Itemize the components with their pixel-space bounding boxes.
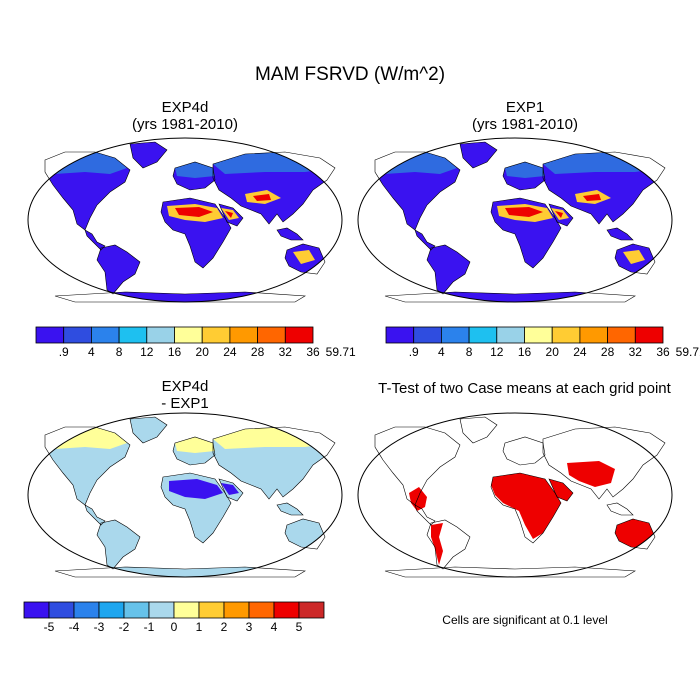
panel-title-line1: EXP4d [161,378,209,395]
colorbar-label: .9 [59,345,69,359]
colorbar-box [468,326,498,344]
colorbar-box [198,601,225,619]
colorbar-label: 16 [518,345,532,359]
colorbar-box [298,601,325,619]
colorbar-label: 32 [629,345,643,359]
colorbar-exp1: .9 4 8 12 16 20 24 28 32 36 59.71 [385,326,700,359]
map-border [357,137,673,303]
colorbar-box [273,601,300,619]
colorbar-label: -3 [94,620,105,634]
colorbar-label: .9 [409,345,419,359]
colorbar-label: 59.71 [326,345,356,359]
colorbar-box [496,326,525,344]
colorbar-label: 4 [271,620,278,634]
panel-title-ttest: T-Test of two Case means at each grid po… [352,380,697,397]
colorbar-label: 12 [490,345,504,359]
colorbar-label: 20 [196,345,210,359]
panel-title-line1: EXP1 [505,99,545,116]
colorbar-box [174,326,203,344]
panel-title-line2: (yrs 1981-2010) [132,116,238,133]
panel-title-line1: EXP4d [161,99,209,116]
colorbar-box [440,326,470,344]
colorbar-label: 24 [223,345,237,359]
colorbar-box [229,326,258,344]
colorbar-box [23,601,50,619]
colorbar-box [146,326,175,344]
map-border [27,137,343,303]
colorbar-box [73,601,100,619]
colorbar-box [413,326,442,344]
colorbar-label: -4 [69,620,80,634]
colorbar-label: 36 [306,345,320,359]
colorbar-box [551,326,581,344]
map-significant-cells [409,461,655,565]
colorbar-label: 59.71 [676,345,700,359]
colorbar-label: -5 [44,620,55,634]
colorbar-box [98,601,125,619]
colorbar-label: 3 [246,620,253,634]
colorbar-box [173,601,200,619]
map-exp1 [357,137,673,303]
panel-title-exp4d: EXP4d (yrs 1981-2010) [60,99,310,133]
colorbar-label: 8 [116,345,123,359]
map-border [27,412,343,578]
colorbar-label: 12 [140,345,154,359]
colorbar-label: 1 [196,620,203,634]
panel-title-diff: EXP4d - EXP1 [60,378,310,412]
colorbar-box [284,326,314,344]
map-ttest [357,412,673,578]
colorbar-box [607,326,636,344]
colorbar-label: 2 [221,620,228,634]
colorbar-exp4d: .9 4 8 12 16 20 24 28 32 36 59.71 [35,326,356,359]
colorbar-label: 28 [251,345,265,359]
colorbar-box [524,326,553,344]
colorbar-box [385,326,415,344]
colorbar-label: -2 [119,620,130,634]
colorbar-difference: -5 -4 -3 -2 -1 0 1 2 3 4 5 [23,601,325,634]
colorbar-box [634,326,664,344]
colorbar-box [257,326,286,344]
colorbar-box [123,601,150,619]
map-border [357,412,673,578]
colorbar-label: 4 [88,345,95,359]
colorbar-label: 5 [296,620,303,634]
colorbar-label: 16 [168,345,182,359]
panel-title-line2: (yrs 1981-2010) [472,116,578,133]
colorbar-box [579,326,609,344]
colorbar-label: 20 [546,345,560,359]
colorbar-label: -1 [144,620,155,634]
colorbar-box [223,601,250,619]
panel-title-exp1: EXP1 (yrs 1981-2010) [400,99,650,133]
panel-title-line1: T-Test of two Case means at each grid po… [378,380,671,397]
map-sahara-decrease [169,479,239,499]
colorbar-box [63,326,92,344]
colorbar-box [91,326,120,344]
colorbar-box [35,326,65,344]
map-exp4d [27,137,343,303]
map-difference [27,412,343,578]
colorbar-label: 24 [573,345,587,359]
colorbar-label: 32 [279,345,293,359]
colorbar-box [201,326,231,344]
colorbar-label: 4 [438,345,445,359]
significance-note: Cells are significant at 0.1 level [442,613,608,627]
colorbar-box [148,601,175,619]
colorbar-label: 28 [601,345,615,359]
figure-title: MAM FSRVD (W/m^2) [254,64,446,85]
panel-title-line2: - EXP1 [161,395,209,412]
colorbar-label: 36 [656,345,670,359]
colorbar-label: 0 [171,620,178,634]
colorbar-box [118,326,148,344]
colorbar-box [248,601,275,619]
colorbar-box [48,601,75,619]
colorbar-label: 8 [466,345,473,359]
